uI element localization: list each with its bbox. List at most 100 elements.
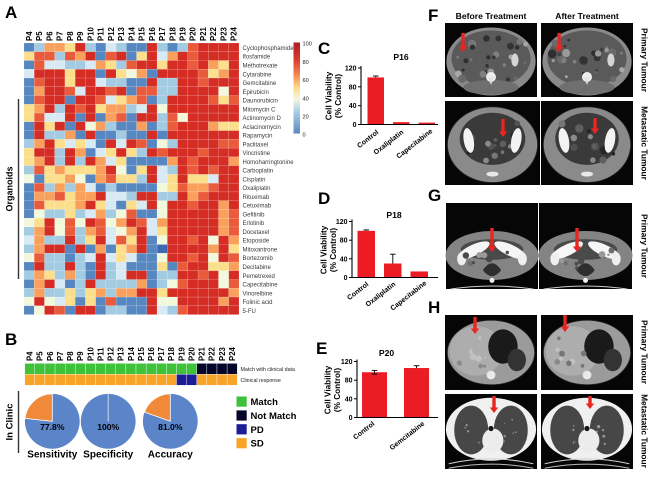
svg-text:P22: P22	[209, 26, 218, 41]
svg-text:0: 0	[303, 133, 306, 139]
svg-text:P15: P15	[137, 346, 146, 361]
svg-text:P13: P13	[117, 346, 126, 361]
svg-text:40: 40	[345, 396, 353, 403]
svg-text:A: A	[5, 3, 17, 22]
svg-text:Rapamycin: Rapamycin	[243, 134, 273, 140]
svg-text:Cell Viability: Cell Viability	[320, 225, 329, 274]
svg-text:Rituximab: Rituximab	[243, 195, 270, 201]
svg-text:C: C	[318, 39, 330, 58]
svg-text:Before Treatment: Before Treatment	[456, 11, 527, 21]
svg-text:P9: P9	[76, 31, 85, 41]
svg-text:P4: P4	[26, 351, 35, 361]
svg-text:P16: P16	[148, 26, 157, 41]
svg-text:P9: P9	[76, 351, 85, 361]
svg-text:20: 20	[303, 115, 309, 121]
svg-text:P7: P7	[56, 31, 65, 41]
svg-text:40: 40	[303, 96, 309, 102]
svg-text:After Treatment: After Treatment	[555, 11, 619, 21]
svg-text:Oxaliplatin: Oxaliplatin	[243, 186, 271, 192]
svg-text:Match with clinical data: Match with clinical data	[241, 367, 296, 373]
svg-text:120: 120	[345, 66, 357, 73]
svg-text:PD: PD	[251, 425, 264, 436]
svg-text:Mitoxantrone: Mitoxantrone	[243, 247, 278, 253]
svg-text:Cell Viability: Cell Viability	[324, 365, 333, 414]
svg-text:P5: P5	[35, 31, 44, 41]
svg-text:P24: P24	[230, 26, 239, 41]
svg-text:Pemetrexed: Pemetrexed	[243, 274, 275, 280]
svg-text:Vincristine: Vincristine	[243, 151, 271, 157]
svg-text:P16: P16	[393, 52, 409, 62]
svg-text:P15: P15	[138, 26, 147, 41]
svg-text:P14: P14	[127, 346, 136, 361]
svg-text:Clinical response: Clinical response	[241, 378, 281, 384]
svg-text:Organoids: Organoids	[5, 166, 15, 211]
svg-text:Etoposide: Etoposide	[243, 239, 270, 245]
svg-text:Gemcitabine: Gemcitabine	[243, 81, 277, 87]
svg-text:P8: P8	[66, 31, 75, 41]
svg-text:Metastatic Tumour: Metastatic Tumour	[640, 394, 648, 469]
svg-text:P10: P10	[86, 346, 95, 361]
svg-text:Daunorubicin: Daunorubicin	[243, 99, 278, 105]
svg-text:5-FU: 5-FU	[243, 309, 256, 315]
svg-text:(% Control): (% Control)	[333, 368, 342, 412]
svg-text:B: B	[5, 330, 17, 349]
svg-text:120: 120	[341, 359, 353, 366]
svg-text:80: 80	[349, 84, 357, 91]
svg-text:80: 80	[345, 378, 353, 385]
svg-text:In Clinic: In Clinic	[5, 404, 16, 441]
svg-text:P11: P11	[96, 347, 105, 361]
svg-text:H: H	[428, 298, 440, 317]
svg-text:Control: Control	[352, 421, 376, 442]
svg-text:Primary Tumour: Primary Tumour	[640, 320, 648, 385]
svg-text:P23: P23	[218, 346, 227, 361]
svg-text:Paclitaxel: Paclitaxel	[243, 142, 269, 148]
svg-text:D: D	[318, 189, 330, 208]
svg-text:F: F	[428, 6, 438, 25]
svg-text:P19: P19	[177, 346, 186, 361]
svg-text:P6: P6	[45, 31, 54, 41]
svg-text:100%: 100%	[97, 422, 119, 432]
svg-text:77.8%: 77.8%	[40, 422, 65, 432]
svg-text:Erlotinib: Erlotinib	[243, 221, 265, 227]
svg-text:80: 80	[340, 238, 348, 245]
svg-text:Carboplatin: Carboplatin	[243, 169, 274, 175]
svg-text:P18: P18	[386, 210, 402, 220]
svg-text:40: 40	[340, 256, 348, 263]
svg-text:G: G	[428, 186, 441, 205]
svg-text:Capecitabine: Capecitabine	[243, 283, 279, 289]
svg-text:Sensitivity: Sensitivity	[27, 450, 77, 461]
svg-text:Homoharringtonine: Homoharringtonine	[243, 160, 295, 166]
svg-text:Cytarabine: Cytarabine	[243, 72, 273, 78]
svg-text:Bortezomib: Bortezomib	[243, 256, 274, 262]
svg-text:Cisplatin: Cisplatin	[243, 177, 266, 183]
svg-text:Aclacinomycin: Aclacinomycin	[243, 125, 281, 131]
svg-text:P11: P11	[97, 27, 106, 41]
svg-text:P6: P6	[46, 351, 55, 361]
svg-text:P12: P12	[107, 26, 116, 41]
svg-text:Primary Tumour: Primary Tumour	[640, 214, 648, 279]
svg-text:Match: Match	[251, 397, 279, 408]
svg-text:Ifosfamide: Ifosfamide	[243, 55, 271, 61]
svg-text:Specificity: Specificity	[83, 450, 133, 461]
svg-text:120: 120	[336, 219, 348, 226]
svg-text:P18: P18	[167, 346, 176, 361]
svg-text:0: 0	[349, 415, 353, 422]
svg-text:P4: P4	[25, 31, 34, 41]
svg-text:0: 0	[353, 122, 357, 129]
svg-text:40: 40	[349, 103, 357, 110]
svg-text:P20: P20	[379, 348, 395, 358]
svg-text:Epirubicin: Epirubicin	[243, 90, 269, 96]
svg-text:P14: P14	[127, 26, 136, 41]
svg-text:Cetuximab: Cetuximab	[243, 204, 272, 210]
svg-text:P17: P17	[157, 347, 166, 361]
svg-text:P24: P24	[228, 346, 237, 361]
svg-text:P16: P16	[147, 346, 156, 361]
svg-text:E: E	[316, 339, 327, 358]
svg-text:P23: P23	[219, 26, 228, 41]
svg-text:P21: P21	[198, 346, 207, 361]
svg-text:Not Match: Not Match	[251, 411, 297, 422]
svg-text:P5: P5	[36, 351, 45, 361]
svg-text:P20: P20	[189, 26, 198, 41]
svg-text:(% Control): (% Control)	[329, 228, 338, 272]
svg-text:Accuracy: Accuracy	[148, 450, 193, 461]
